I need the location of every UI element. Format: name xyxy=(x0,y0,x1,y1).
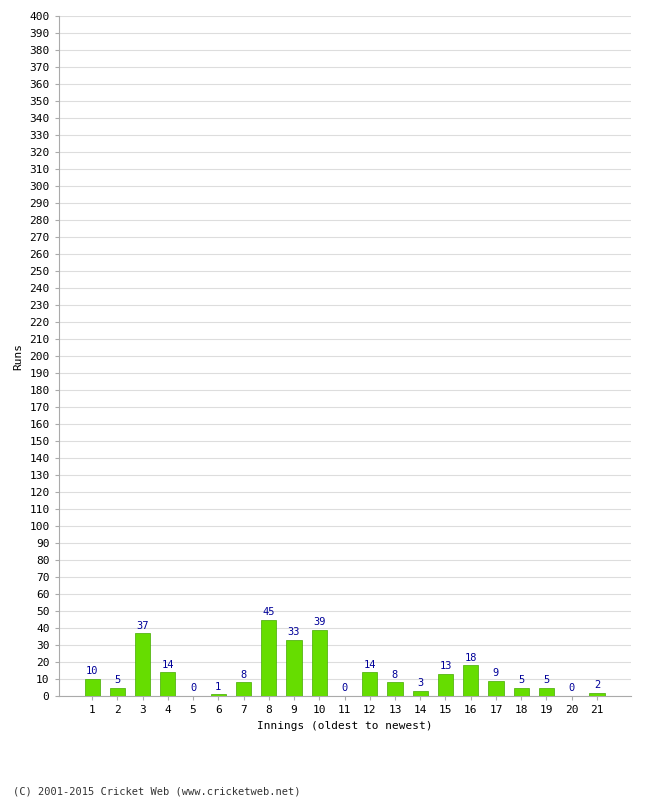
Bar xyxy=(287,640,302,696)
Bar xyxy=(236,682,251,696)
Text: 1: 1 xyxy=(215,682,222,692)
Bar xyxy=(488,681,504,696)
Text: 9: 9 xyxy=(493,668,499,678)
Text: 0: 0 xyxy=(569,683,575,694)
Bar xyxy=(261,619,276,696)
Bar xyxy=(387,682,402,696)
Bar xyxy=(362,672,377,696)
Text: 0: 0 xyxy=(341,683,348,694)
Text: 45: 45 xyxy=(263,607,275,617)
Text: 39: 39 xyxy=(313,617,326,627)
Text: 14: 14 xyxy=(363,660,376,670)
Bar xyxy=(161,672,176,696)
Text: 10: 10 xyxy=(86,666,98,677)
Bar xyxy=(413,691,428,696)
Text: 33: 33 xyxy=(288,627,300,638)
Text: 8: 8 xyxy=(240,670,246,680)
Bar xyxy=(211,694,226,696)
Text: 18: 18 xyxy=(465,653,477,663)
Text: (C) 2001-2015 Cricket Web (www.cricketweb.net): (C) 2001-2015 Cricket Web (www.cricketwe… xyxy=(13,786,300,796)
Text: 3: 3 xyxy=(417,678,423,688)
Bar xyxy=(312,630,327,696)
Bar xyxy=(110,687,125,696)
Text: 5: 5 xyxy=(543,675,549,685)
Bar xyxy=(463,666,478,696)
Text: 5: 5 xyxy=(518,675,525,685)
Bar xyxy=(135,633,150,696)
Bar xyxy=(514,687,528,696)
Bar xyxy=(84,679,99,696)
Bar xyxy=(438,674,453,696)
Text: 37: 37 xyxy=(136,621,149,630)
Text: 0: 0 xyxy=(190,683,196,694)
Text: 13: 13 xyxy=(439,662,452,671)
Bar xyxy=(590,693,605,696)
Y-axis label: Runs: Runs xyxy=(14,342,23,370)
Text: 2: 2 xyxy=(594,680,600,690)
Bar xyxy=(539,687,554,696)
Text: 5: 5 xyxy=(114,675,120,685)
Text: 8: 8 xyxy=(392,670,398,680)
X-axis label: Innings (oldest to newest): Innings (oldest to newest) xyxy=(257,721,432,730)
Text: 14: 14 xyxy=(162,660,174,670)
